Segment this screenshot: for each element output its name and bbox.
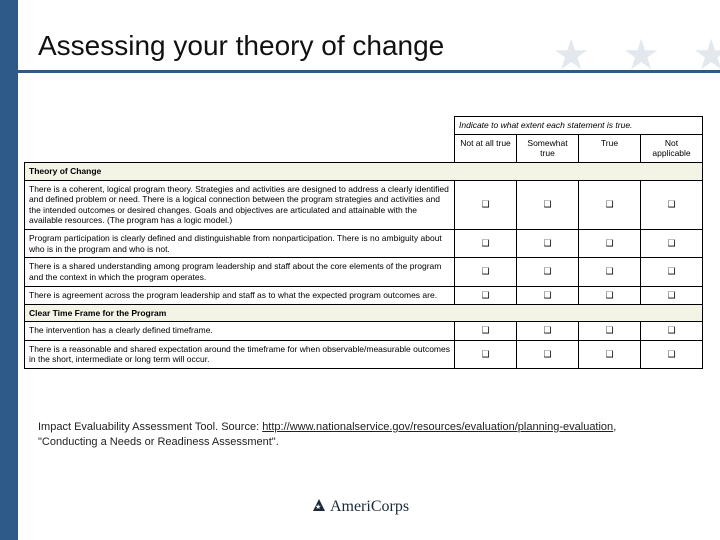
section-heading: Clear Time Frame for the Program: [25, 304, 703, 322]
column-header: Not applicable: [641, 134, 703, 162]
checkbox-cell[interactable]: ❑: [579, 230, 641, 258]
checkbox-cell[interactable]: ❑: [579, 286, 641, 304]
checkbox-cell[interactable]: ❑: [641, 286, 703, 304]
logo-mark-icon: [311, 499, 327, 515]
source-link[interactable]: http://www.nationalservice.gov/resources…: [262, 421, 613, 433]
checkbox-cell[interactable]: ❑: [641, 322, 703, 340]
checkbox-cell[interactable]: ❑: [517, 180, 579, 230]
header-blank: [25, 117, 455, 163]
checkbox-cell[interactable]: ❑: [517, 340, 579, 368]
statement-cell: There is a shared understanding among pr…: [25, 258, 455, 286]
checkbox-cell[interactable]: ❑: [641, 340, 703, 368]
checkbox-cell[interactable]: ❑: [579, 180, 641, 230]
checkbox-cell[interactable]: ❑: [455, 230, 517, 258]
column-header: True: [579, 134, 641, 162]
left-rail: [0, 0, 18, 540]
checkbox-cell[interactable]: ❑: [517, 230, 579, 258]
scale-intro: Indicate to what extent each statement i…: [455, 117, 703, 135]
checkbox-cell[interactable]: ❑: [579, 340, 641, 368]
source-prefix: Impact Evaluability Assessment Tool. Sou…: [38, 421, 262, 433]
checkbox-cell[interactable]: ❑: [455, 286, 517, 304]
checkbox-cell[interactable]: ❑: [455, 340, 517, 368]
checkbox-cell[interactable]: ❑: [579, 322, 641, 340]
statement-cell: There is agreement across the program le…: [25, 286, 455, 304]
statement-cell: The intervention has a clearly defined t…: [25, 322, 455, 340]
footer: AmeriCorps: [0, 498, 720, 540]
column-header: Not at all true: [455, 134, 517, 162]
source-citation: Impact Evaluability Assessment Tool. Sou…: [38, 420, 678, 450]
checkbox-cell[interactable]: ❑: [517, 322, 579, 340]
checkbox-cell[interactable]: ❑: [455, 258, 517, 286]
checkbox-cell[interactable]: ❑: [641, 230, 703, 258]
checkbox-cell[interactable]: ❑: [455, 322, 517, 340]
page-title: Assessing your theory of change: [38, 30, 444, 62]
section-heading: Theory of Change: [25, 162, 703, 180]
statement-cell: Program participation is clearly defined…: [25, 230, 455, 258]
checkbox-cell[interactable]: ❑: [641, 258, 703, 286]
checkbox-cell[interactable]: ❑: [517, 258, 579, 286]
assessment-table: Indicate to what extent each statement i…: [24, 116, 702, 369]
title-underline: [0, 70, 720, 73]
statement-cell: There is a reasonable and shared expecta…: [25, 340, 455, 368]
checkbox-cell[interactable]: ❑: [579, 258, 641, 286]
checkbox-cell[interactable]: ❑: [455, 180, 517, 230]
americorps-logo: AmeriCorps: [311, 498, 409, 516]
checkbox-cell[interactable]: ❑: [641, 180, 703, 230]
logo-text: AmeriCorps: [330, 498, 409, 516]
statement-cell: There is a coherent, logical program the…: [25, 180, 455, 230]
checkbox-cell[interactable]: ❑: [517, 286, 579, 304]
column-header: Somewhat true: [517, 134, 579, 162]
